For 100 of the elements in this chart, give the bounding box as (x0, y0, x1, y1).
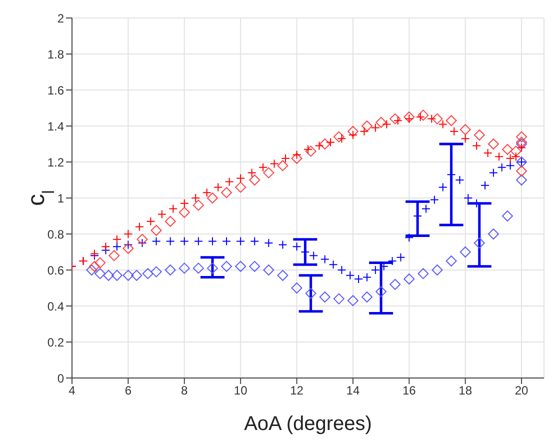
point (393, 116, 402, 126)
point (112, 234, 122, 244)
point (292, 150, 302, 160)
point (497, 162, 506, 172)
point (337, 134, 346, 144)
point (472, 198, 482, 208)
point (348, 130, 358, 140)
point (166, 236, 175, 246)
point (354, 274, 364, 284)
point (480, 180, 490, 190)
point (510, 146, 522, 157)
point (247, 168, 256, 178)
point (320, 254, 330, 264)
point (319, 292, 330, 302)
point (464, 194, 473, 202)
point (221, 187, 232, 198)
point (221, 260, 232, 272)
point (362, 292, 372, 302)
x-tick-label: 6 (124, 384, 132, 398)
x-tick-label: 16 (402, 384, 416, 398)
point (388, 256, 397, 266)
x-tick-label: 8 (181, 384, 188, 398)
y-tick-label: 0.8 (47, 227, 64, 242)
point (108, 250, 120, 262)
point (390, 278, 401, 290)
y-tick-label: 1.2 (47, 155, 64, 170)
point (460, 124, 471, 136)
point (111, 270, 122, 281)
point (494, 152, 504, 162)
point (446, 170, 456, 180)
point (191, 194, 200, 202)
point (88, 260, 100, 272)
point (300, 248, 310, 256)
point (502, 210, 513, 222)
point (263, 264, 274, 276)
point (346, 270, 355, 280)
point (488, 168, 498, 178)
point (202, 188, 212, 198)
point (124, 240, 133, 250)
point (362, 120, 372, 132)
point (263, 167, 274, 178)
point (418, 110, 429, 121)
point (86, 264, 98, 276)
point (474, 130, 485, 140)
point (94, 268, 106, 280)
point (418, 268, 429, 280)
point (136, 234, 148, 245)
point (94, 257, 106, 268)
point (178, 262, 190, 274)
x-tick-label: 20 (514, 384, 529, 398)
point (249, 260, 260, 272)
y-tick-label: 0 (57, 371, 64, 386)
point (249, 174, 260, 186)
point (309, 251, 318, 260)
point (404, 112, 415, 122)
point (134, 222, 144, 232)
point (206, 262, 218, 274)
point (101, 242, 110, 252)
point (472, 141, 482, 150)
x-tick-label: 14 (346, 384, 360, 398)
point (422, 204, 430, 214)
y-tick-label: 1.4 (47, 119, 64, 134)
y-tick-label: 0.4 (47, 299, 64, 314)
point (192, 200, 204, 211)
point (236, 236, 246, 246)
point (506, 161, 515, 170)
point (292, 242, 302, 252)
point (430, 195, 439, 204)
point (168, 204, 178, 214)
point (235, 182, 246, 193)
point (152, 236, 161, 246)
point (194, 236, 203, 246)
point (164, 264, 176, 276)
point (516, 166, 528, 176)
point (438, 182, 448, 192)
point (150, 266, 162, 278)
point (488, 228, 499, 240)
point (502, 144, 513, 155)
point (446, 115, 457, 126)
point (333, 131, 344, 142)
point (208, 236, 217, 246)
point (180, 198, 189, 208)
point (347, 126, 358, 137)
point (112, 242, 122, 252)
point (192, 262, 204, 274)
point (142, 268, 154, 280)
point (326, 138, 335, 147)
point (427, 114, 436, 124)
y-tick-label: 2 (57, 11, 64, 26)
point (178, 206, 190, 218)
point (347, 295, 358, 306)
x-tick-label: 12 (290, 384, 304, 398)
y-tick-label: 1.8 (47, 47, 64, 62)
point (455, 176, 464, 184)
point (483, 148, 492, 158)
point (333, 293, 344, 304)
point (376, 116, 387, 128)
point (314, 141, 324, 150)
point (474, 238, 485, 248)
point (236, 174, 246, 183)
